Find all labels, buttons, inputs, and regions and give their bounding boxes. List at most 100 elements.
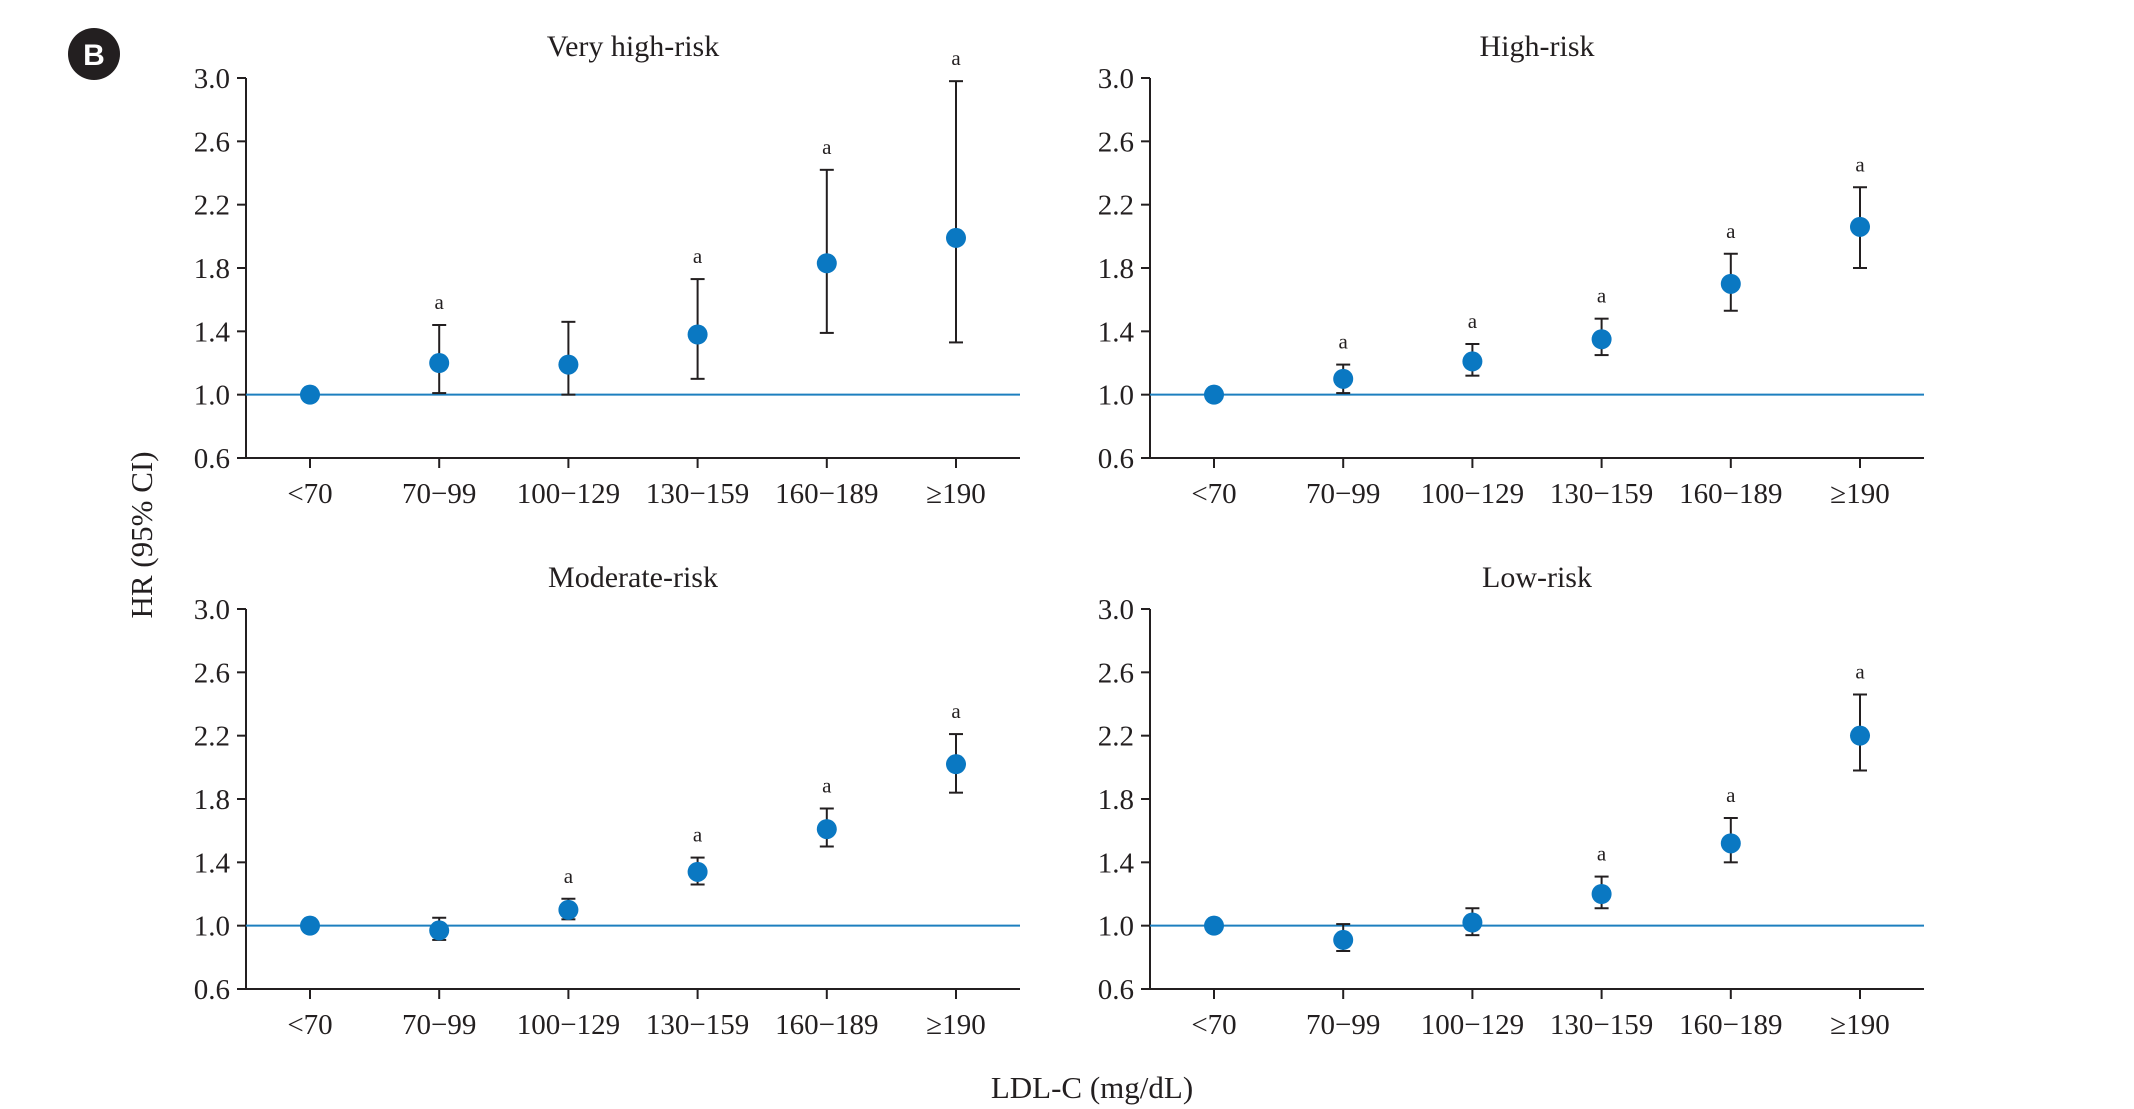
- x-tick-label: 130−159: [646, 478, 749, 510]
- data-point: [1462, 912, 1483, 933]
- panel-title: Moderate-risk: [548, 561, 718, 594]
- x-tick-label: <70: [287, 478, 332, 510]
- significance-label: a: [822, 135, 832, 159]
- data-point: [1720, 273, 1741, 294]
- x-tick-label: 100−129: [517, 478, 620, 510]
- x-tick-label: ≥190: [1830, 478, 1889, 510]
- y-tick-label: 1.8: [194, 784, 230, 816]
- significance-label: a: [435, 290, 445, 314]
- y-tick-label: 0.6: [1098, 443, 1134, 475]
- y-tick-label: 3.0: [1098, 63, 1134, 95]
- data-point: [558, 899, 579, 920]
- y-tick-label: 1.4: [1098, 847, 1135, 879]
- chart-panel-3: Moderate-risk 0.6 1.0 1.4 1.8 2.2 2.6 3.0 <70 70−…: [194, 561, 1020, 1041]
- y-tick-label: 0.6: [1098, 974, 1134, 1006]
- panel-title: Very high-risk: [547, 30, 719, 63]
- data-point: [1850, 725, 1870, 746]
- x-tick-label: 160−189: [775, 478, 878, 510]
- data-point: [946, 754, 966, 775]
- x-tick-label: ≥190: [1830, 1009, 1889, 1041]
- y-tick-label: 1.4: [194, 847, 231, 879]
- chart-panel-1: Very high-risk 0.6 1.0 1.4 1.8 2.2 2.6 3.0 <70 70…: [194, 30, 1020, 510]
- x-axis-label: LDL-C (mg/dL): [991, 1070, 1193, 1105]
- data-point: [1591, 329, 1612, 350]
- panel-letter: B: [83, 39, 105, 72]
- x-tick-label: ≥190: [926, 1009, 985, 1041]
- significance-label: a: [1468, 309, 1478, 333]
- data-point: [558, 354, 579, 375]
- y-tick-label: 1.0: [194, 380, 230, 412]
- y-tick-label: 1.0: [1098, 380, 1134, 412]
- y-tick-label: 1.4: [194, 316, 231, 348]
- data-point: [946, 227, 966, 248]
- y-tick-label: 2.2: [1098, 190, 1134, 222]
- data-point: [816, 819, 837, 840]
- data-point: [816, 253, 837, 274]
- x-tick-label: 70−99: [1306, 478, 1380, 510]
- x-tick-label: 160−189: [1679, 478, 1782, 510]
- y-tick-label: 2.6: [1098, 657, 1134, 689]
- y-axis-label: HR (95% CI): [124, 451, 159, 618]
- data-point: [1462, 351, 1483, 372]
- panel-title: High-risk: [1480, 30, 1595, 63]
- significance-label: a: [693, 244, 703, 268]
- y-tick-label: 2.2: [194, 190, 230, 222]
- x-tick-label: 70−99: [402, 1009, 476, 1041]
- y-tick-label: 2.6: [194, 126, 230, 158]
- y-tick-label: 1.8: [194, 253, 230, 285]
- x-tick-label: <70: [287, 1009, 332, 1041]
- x-tick-label: <70: [1191, 478, 1236, 510]
- significance-label: a: [822, 774, 832, 798]
- significance-label: a: [1597, 842, 1607, 866]
- x-tick-label: 160−189: [775, 1009, 878, 1041]
- data-point: [1720, 833, 1741, 854]
- x-tick-label: 100−129: [517, 1009, 620, 1041]
- x-tick-label: <70: [1191, 1009, 1236, 1041]
- y-tick-label: 3.0: [194, 594, 230, 626]
- data-point: [1204, 915, 1224, 936]
- y-tick-label: 0.6: [194, 443, 230, 475]
- data-point: [1204, 384, 1224, 405]
- x-tick-label: 100−129: [1421, 1009, 1524, 1041]
- data-point: [687, 324, 708, 345]
- data-point: [300, 915, 320, 936]
- y-tick-label: 2.6: [1098, 126, 1134, 158]
- data-point: [1591, 884, 1612, 904]
- x-tick-label: 130−159: [1550, 1009, 1653, 1041]
- data-point: [687, 861, 708, 882]
- x-tick-label: ≥190: [926, 478, 985, 510]
- significance-label: a: [951, 699, 961, 723]
- y-tick-label: 2.2: [194, 721, 230, 753]
- chart-panel-2: High-risk 0.6 1.0 1.4 1.8 2.2 2.6 3.0 <70 70−99 a 1…: [1098, 30, 1924, 510]
- y-tick-label: 1.4: [1098, 316, 1135, 348]
- significance-label: a: [1597, 284, 1607, 308]
- y-tick-label: 0.6: [194, 974, 230, 1006]
- significance-label: a: [1726, 219, 1736, 243]
- y-tick-label: 1.8: [1098, 253, 1134, 285]
- y-tick-label: 1.8: [1098, 784, 1134, 816]
- y-tick-label: 3.0: [194, 63, 230, 95]
- x-tick-label: 100−129: [1421, 478, 1524, 510]
- data-point: [429, 920, 450, 941]
- panel-badge-circle: [68, 28, 120, 80]
- y-tick-label: 2.2: [1098, 721, 1134, 753]
- x-tick-label: 130−159: [1550, 478, 1653, 510]
- significance-label: a: [1726, 783, 1736, 807]
- data-point: [429, 353, 450, 373]
- data-point: [1333, 368, 1354, 389]
- significance-label: a: [1855, 660, 1865, 684]
- significance-label: a: [693, 823, 703, 847]
- chart-panel-4: Low-risk 0.6 1.0 1.4 1.8 2.2 2.6 3.0 <70 70−99 100…: [1098, 561, 1924, 1041]
- data-point: [1333, 929, 1354, 950]
- x-tick-label: 70−99: [1306, 1009, 1380, 1041]
- y-tick-label: 2.6: [194, 657, 230, 689]
- significance-label: a: [951, 46, 961, 70]
- x-tick-label: 160−189: [1679, 1009, 1782, 1041]
- panel-title: Low-risk: [1482, 561, 1592, 594]
- significance-label: a: [1855, 152, 1865, 176]
- chart-panels: Very high-risk 0.6 1.0 1.4 1.8 2.2 2.6 3.0 <70 70…: [194, 30, 1924, 1041]
- significance-label: a: [1339, 330, 1349, 354]
- y-tick-label: 1.0: [1098, 911, 1134, 943]
- x-tick-label: 130−159: [646, 1009, 749, 1041]
